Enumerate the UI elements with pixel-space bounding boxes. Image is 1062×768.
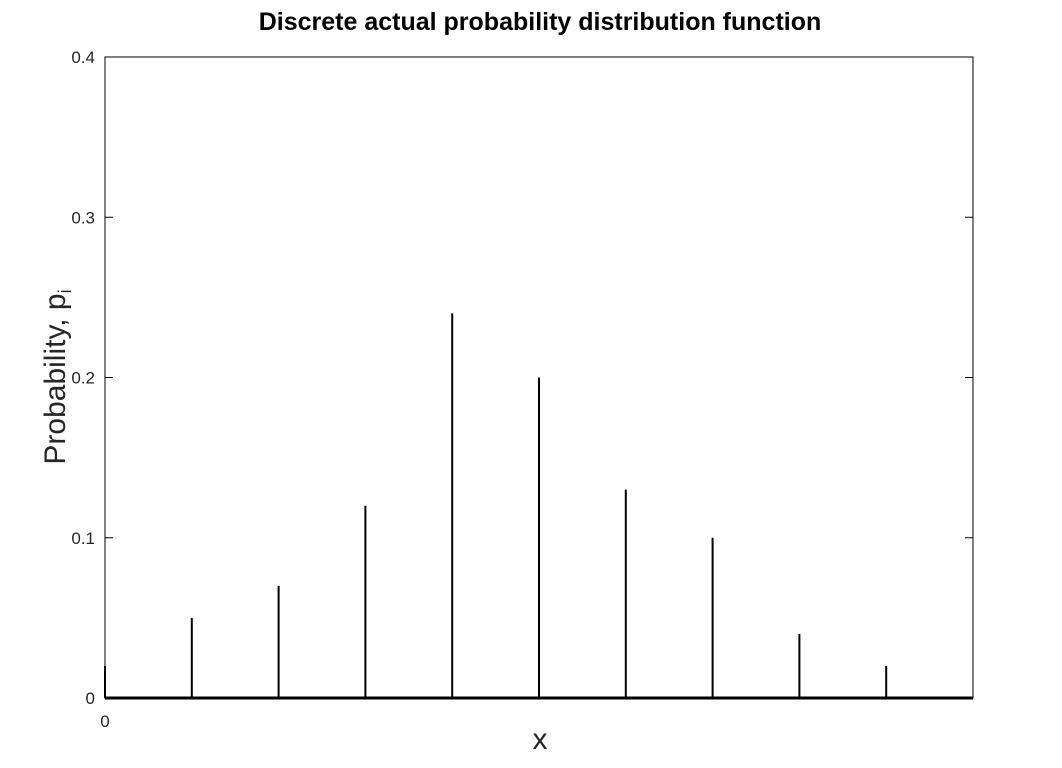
stem-series xyxy=(104,313,973,700)
y-tick-label: 0.4 xyxy=(71,48,95,67)
y-tick-label: 0.3 xyxy=(71,208,95,227)
y-axis-label-main: Probability, p xyxy=(39,293,72,464)
y-tick-label: 0 xyxy=(86,689,95,708)
y-tick-label: 0.2 xyxy=(71,369,95,388)
y-axis-label: Probability, pi xyxy=(39,289,75,464)
y-axis-label-subscript: i xyxy=(55,289,75,293)
x-axis-label: x xyxy=(533,723,548,756)
y-tick-label: 0.1 xyxy=(71,529,95,548)
y-axis: 0 0.1 0.2 0.3 0.4 xyxy=(71,48,973,708)
chart-title: Discrete actual probability distribution… xyxy=(259,8,822,36)
x-axis: 0 xyxy=(100,712,109,731)
x-tick-label: 0 xyxy=(100,712,109,731)
